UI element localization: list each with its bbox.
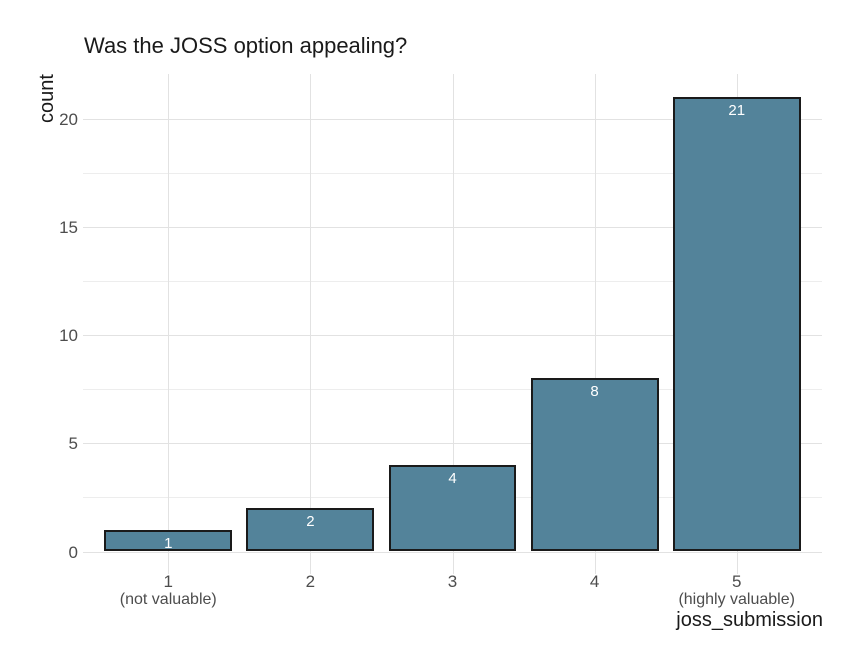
y-tick-label: 0 <box>68 542 78 562</box>
bar-value-label: 2 <box>306 513 315 531</box>
x-tick-label: 4 <box>589 572 600 591</box>
bar: 21 <box>672 97 801 552</box>
x-axis-title: joss_submission <box>676 609 823 631</box>
y-tick-label: 20 <box>59 109 78 129</box>
y-tick-label: 5 <box>68 434 78 454</box>
bar: 1 <box>104 529 233 552</box>
vertical-gridline <box>310 74 312 574</box>
bar: 8 <box>530 378 659 552</box>
bar-value-label: 4 <box>448 469 457 487</box>
x-tick-label: 1 <box>163 572 173 591</box>
vertical-gridline <box>168 74 170 574</box>
bar-value-label: 21 <box>728 102 746 120</box>
plot-panel: 1 2 4 8 21 <box>83 74 822 574</box>
x-tick-sublabel: (not valuable) <box>119 591 217 608</box>
x-tick-label: 5 <box>731 572 742 591</box>
x-tick-label: 3 <box>447 572 458 591</box>
bar: 4 <box>388 464 517 552</box>
chart-title: Was the JOSS option appealing? <box>84 33 408 58</box>
vertical-gridline <box>594 74 596 574</box>
bar-value-label: 1 <box>164 534 173 552</box>
bar-value-label: 8 <box>590 383 599 401</box>
y-tick-label: 10 <box>59 326 78 346</box>
vertical-gridline <box>452 74 454 574</box>
bar: 2 <box>246 508 375 552</box>
x-tick-sublabel: (highly valuable) <box>678 591 795 608</box>
y-tick-label: 15 <box>59 217 78 237</box>
x-tick-label: 2 <box>305 572 316 591</box>
